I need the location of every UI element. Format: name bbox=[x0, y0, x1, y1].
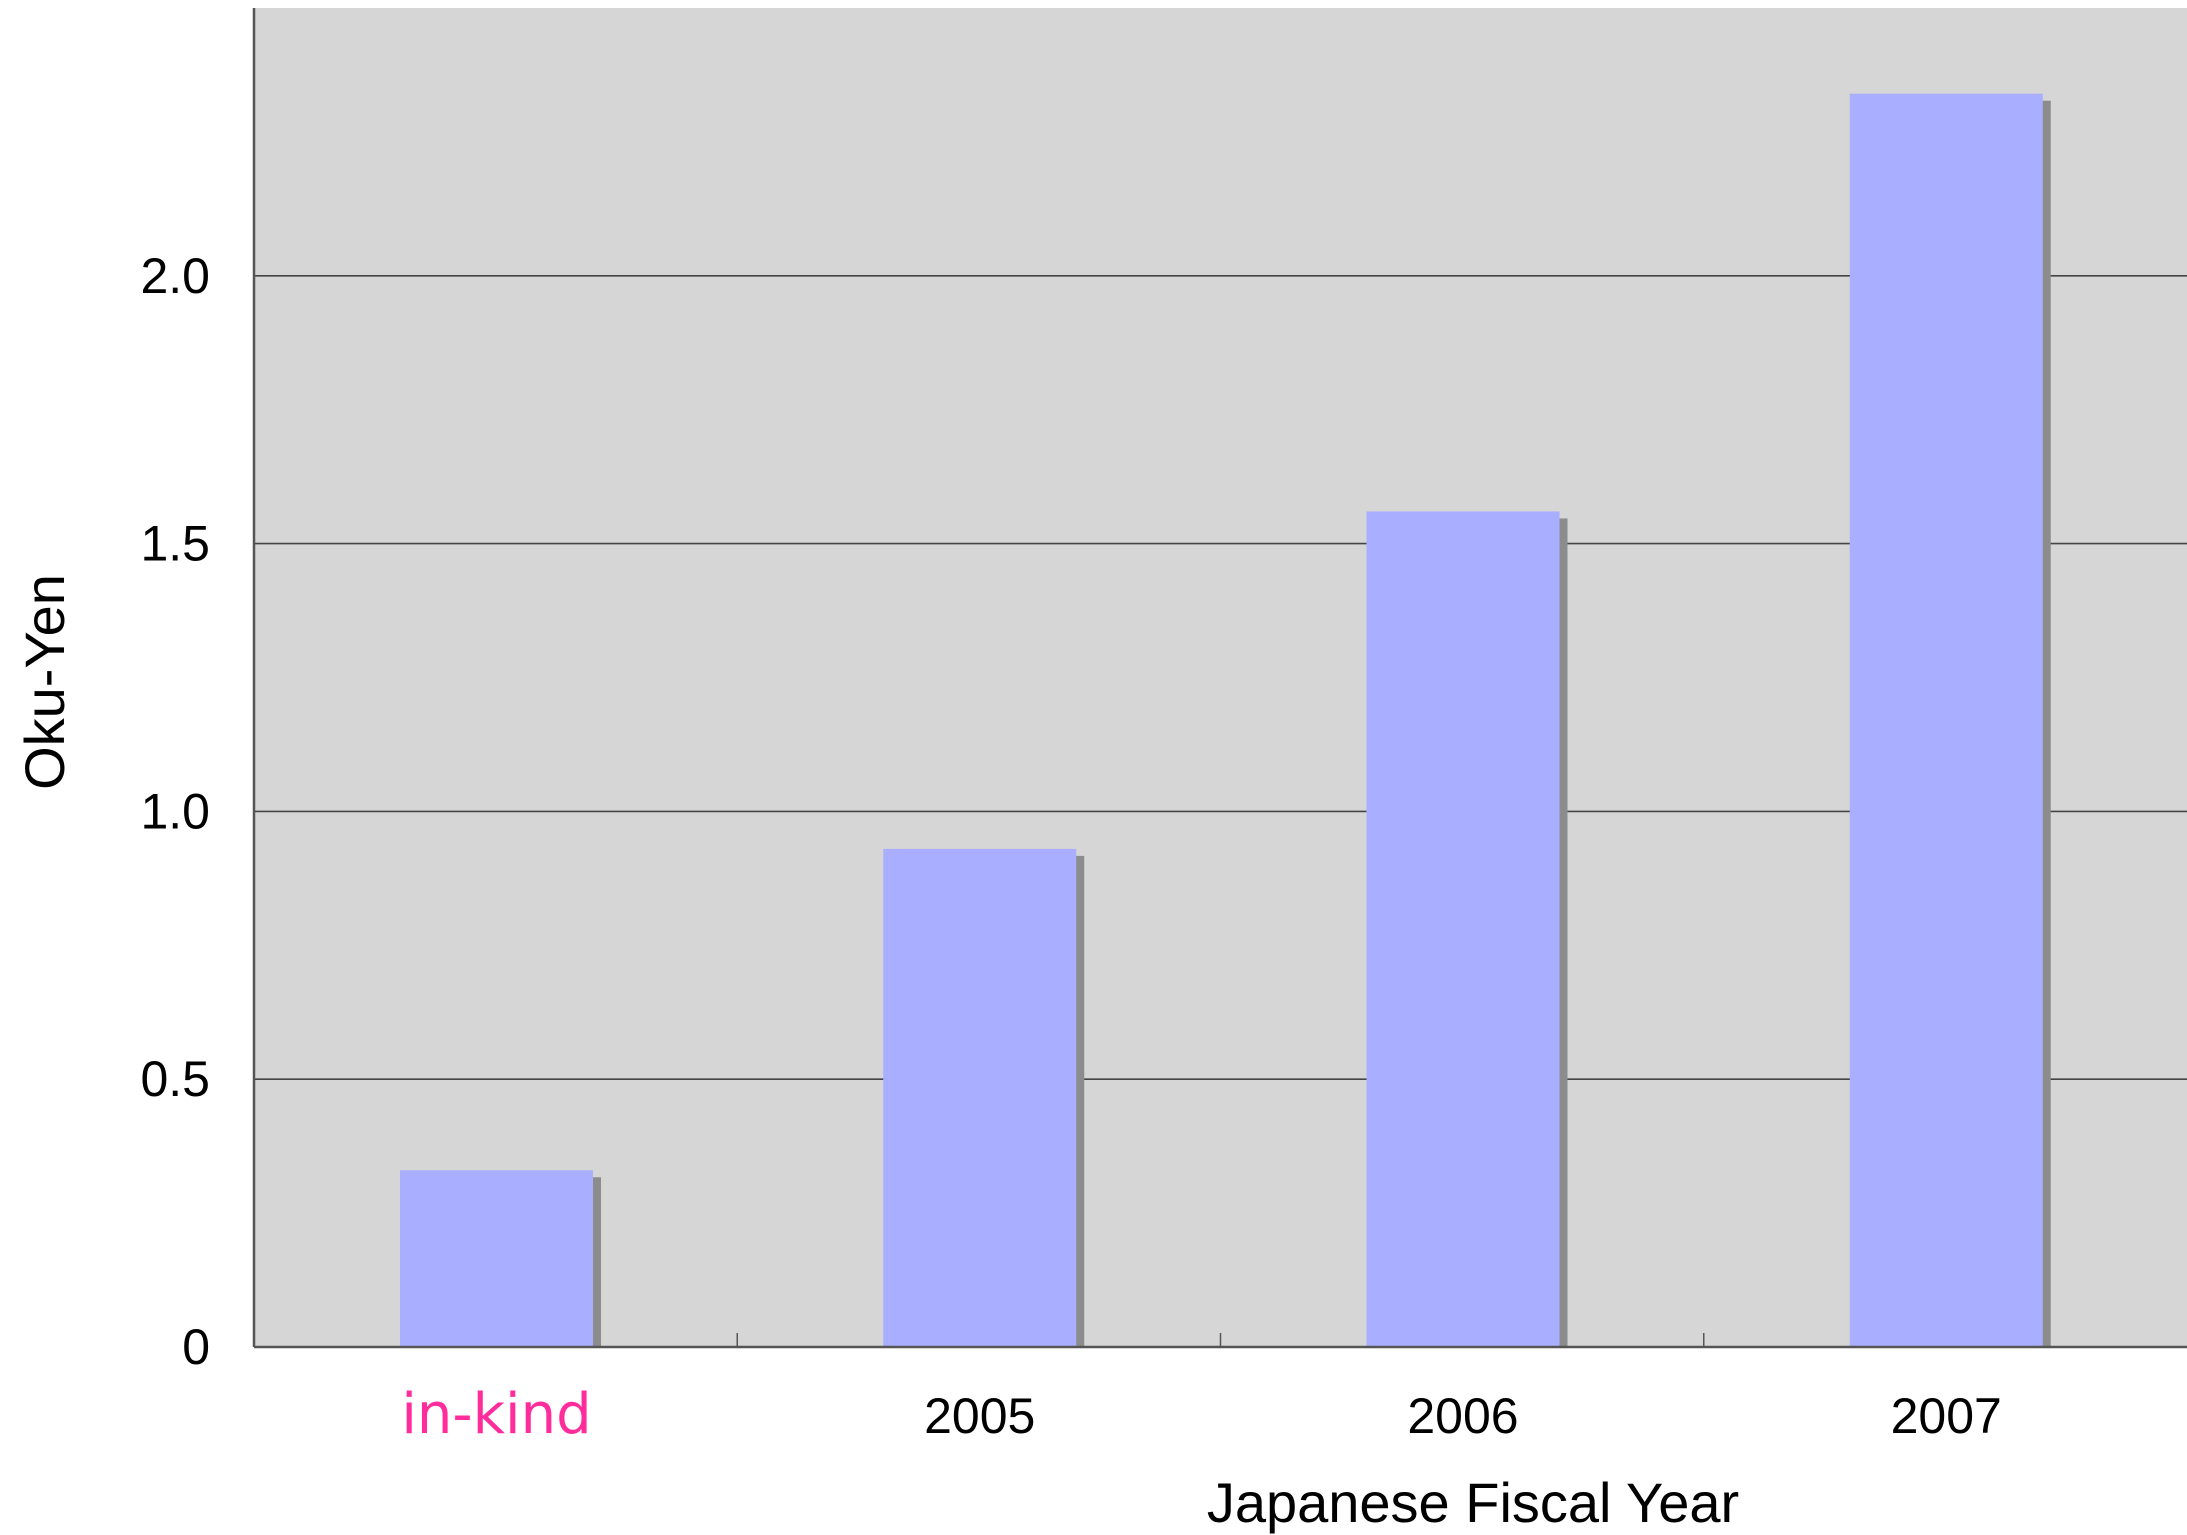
bar-2006 bbox=[1366, 511, 1560, 1347]
x-tick-labels: in-kind 2005 2006 2007 bbox=[401, 1382, 2002, 1447]
x-axis-title: Japanese Fiscal Year bbox=[1207, 1471, 1739, 1534]
y-tick-label-1: 0.5 bbox=[140, 1051, 210, 1107]
y-tick-label-2: 1.0 bbox=[140, 783, 210, 839]
bar-2005 bbox=[883, 848, 1077, 1347]
axes bbox=[252, 8, 2187, 1349]
y-tick-label-3: 1.5 bbox=[140, 516, 210, 572]
x-tick-label-2007: 2007 bbox=[1891, 1388, 2002, 1444]
bar-in-kind bbox=[400, 1170, 593, 1347]
y-tick-label-4: 2.0 bbox=[140, 248, 210, 304]
x-tick-label-2006: 2006 bbox=[1407, 1388, 1518, 1444]
x-tick-label-2005: 2005 bbox=[924, 1388, 1035, 1444]
y-tick-label-0: 0 bbox=[182, 1319, 210, 1375]
y-tick-labels: 0 0.5 1.0 1.5 2.0 bbox=[140, 248, 210, 1375]
bars bbox=[400, 93, 2051, 1347]
y-axis-title: Oku-Yen bbox=[13, 574, 76, 790]
bar-2007 bbox=[1849, 93, 2043, 1347]
x-tick-label-in-kind: in-kind bbox=[401, 1382, 591, 1447]
